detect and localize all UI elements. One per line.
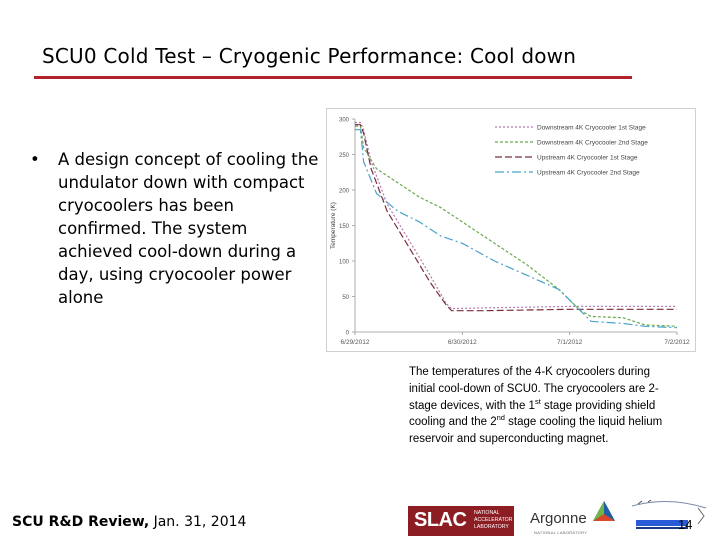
y-tick-label: 100 bbox=[339, 260, 350, 266]
caption-part-3: stage cooling the liquid helium reservoi… bbox=[409, 416, 663, 446]
y-tick-label: 250 bbox=[339, 153, 350, 159]
legend-label-1: Downstream 4K Cryocooler 1st Stage bbox=[537, 125, 646, 132]
slac-logo: SLAC NATIONAL ACCELERATOR LABORATORY bbox=[408, 506, 514, 536]
legend-label-4: Upstream 4K Cryocooler 2nd Stage bbox=[537, 170, 640, 177]
caption-sup-2: nd bbox=[496, 413, 505, 423]
argonne-triangle-icon bbox=[593, 501, 615, 521]
y-tick-label: 50 bbox=[342, 295, 349, 301]
legend-label-3: Upstream 4K Cryocooler 1st Stage bbox=[537, 155, 638, 162]
x-tick-label: 7/2/2012 bbox=[664, 339, 690, 346]
series-line-2 bbox=[355, 125, 678, 327]
y-tick-label: 0 bbox=[346, 331, 350, 337]
series-line-3 bbox=[355, 124, 677, 312]
cooldown-chart: 0 50 100 150 200 250 300 6/29/2012 6/30/2012 7/1/… bbox=[326, 108, 696, 352]
x-tick-label: 6/29/2012 bbox=[341, 339, 370, 346]
y-axis-label: Temperature (K) bbox=[330, 202, 337, 249]
x-tick-label: 6/30/2012 bbox=[448, 339, 477, 346]
argonne-logo-name: Argonne bbox=[530, 510, 587, 527]
y-tick-label: 150 bbox=[339, 224, 350, 230]
argonne-logo: Argonne NATIONAL LABORATORY bbox=[528, 494, 618, 538]
y-tick-label: 300 bbox=[339, 118, 350, 124]
series-line-4 bbox=[355, 129, 678, 329]
caption-part-1: The temperatures of the 4-K cryocoolers … bbox=[409, 366, 659, 412]
bullet-text: A design concept of cooling the undulato… bbox=[58, 150, 319, 307]
series-line-1 bbox=[355, 122, 677, 310]
footer-event: SCU R&D Review, bbox=[12, 514, 150, 530]
figure-caption: The temperatures of the 4-K cryocoolers … bbox=[409, 364, 679, 448]
footer-text: SCU R&D Review, Jan. 31, 2014 bbox=[12, 514, 246, 530]
legend-label-2: Downstream 4K Cryocooler 2nd Stage bbox=[537, 140, 648, 147]
caption-part-2: stage providing shield cooling and the 2 bbox=[409, 399, 656, 429]
title-underline bbox=[34, 76, 632, 79]
page-number: 14 bbox=[678, 517, 693, 532]
argonne-logo-subtitle: NATIONAL LABORATORY bbox=[534, 530, 588, 535]
slide-title: SCU0 Cold Test – Cryogenic Performance: … bbox=[42, 44, 577, 68]
x-tick-label: 7/1/2012 bbox=[557, 339, 583, 346]
bullet-dot: • bbox=[30, 150, 40, 169]
aps-logo-icon bbox=[628, 498, 712, 536]
bullet-point: • A design concept of cooling the undula… bbox=[30, 148, 320, 309]
slac-logo-subtitle: NATIONAL ACCELERATOR LABORATORY bbox=[474, 510, 513, 530]
slac-logo-name: SLAC bbox=[414, 509, 467, 531]
footer-date: Jan. 31, 2014 bbox=[149, 514, 247, 530]
cooldown-chart-svg: 0 50 100 150 200 250 300 6/29/2012 6/30/2012 7/1/… bbox=[330, 118, 690, 347]
caption-sup-1: st bbox=[534, 396, 541, 406]
y-tick-label: 200 bbox=[339, 189, 350, 195]
